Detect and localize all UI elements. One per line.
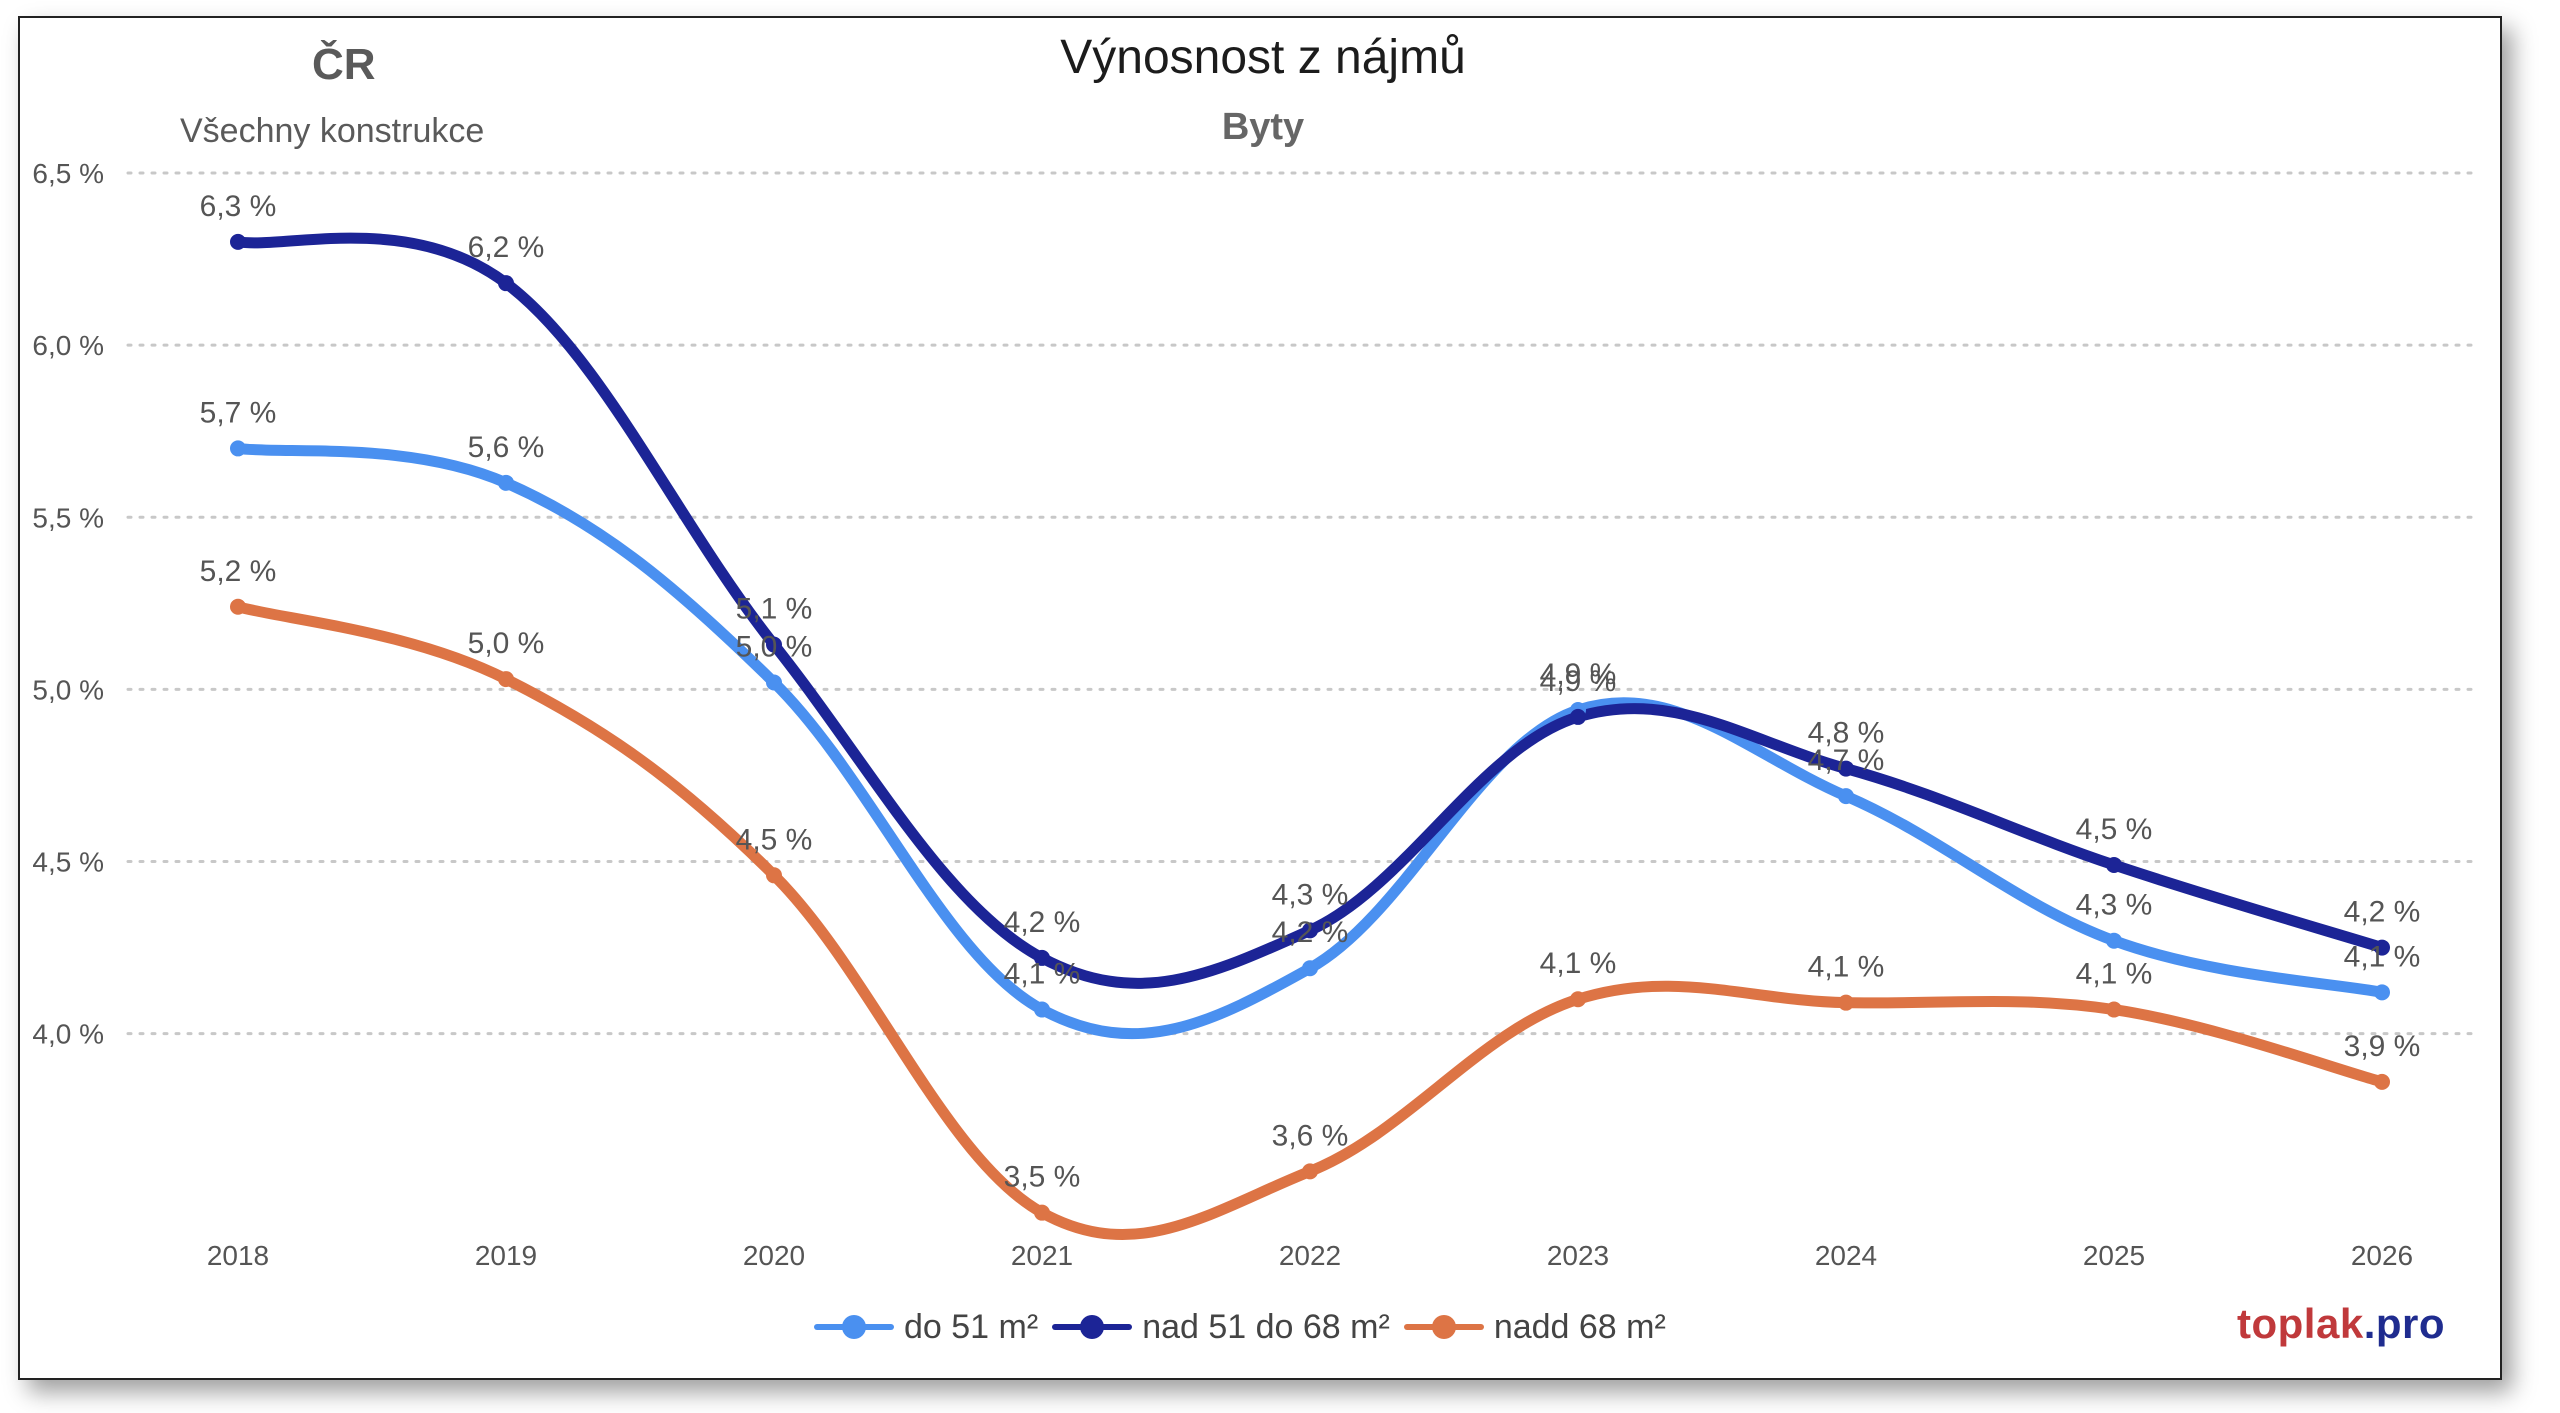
- data-point-series-3: [1570, 991, 1586, 1008]
- data-label-series-3: 3,6 %: [1272, 1119, 1349, 1152]
- data-label-series-2: 4,5 %: [2076, 813, 2153, 846]
- brand-tld: .pro: [2363, 1300, 2446, 1347]
- data-label-series-3: 5,2 %: [200, 555, 277, 588]
- data-point-series-2: [1838, 760, 1854, 777]
- data-point-series-1: [498, 474, 514, 491]
- x-tick-label: 2024: [1815, 1240, 1877, 1271]
- legend-swatch-series-3: [1403, 1305, 1484, 1349]
- data-label-series-1: 5,0 %: [736, 631, 813, 664]
- data-point-series-2: [1034, 949, 1050, 966]
- data-point-series-3: [2106, 1001, 2122, 1018]
- data-label-series-3: 4,1 %: [2076, 958, 2153, 991]
- chart-legend: do 51 m² nad 51 do 68 m² nadd 68 m²: [814, 1305, 1666, 1349]
- data-point-series-1: [230, 440, 246, 457]
- brand-name: toplak: [2237, 1300, 2364, 1347]
- data-label-series-1: 4,9 %: [1540, 658, 1617, 691]
- chart-title: Výnosnost z nájmů: [1060, 31, 1466, 84]
- data-point-series-3: [498, 671, 514, 688]
- chart-subtitle: Byty: [1221, 106, 1305, 148]
- brand-logo[interactable]: toplak.pro: [2237, 1300, 2445, 1348]
- y-axis-ticks: 4,0 % 4,5 % 5,0 % 5,5 % 6,0 % 6,5 %: [32, 158, 104, 1050]
- series-lines: [232, 232, 2388, 1240]
- y-tick-label: 5,0 %: [32, 674, 104, 705]
- data-point-series-3: [766, 867, 782, 884]
- data-label-series-2: 6,2 %: [468, 231, 545, 264]
- data-point-series-2: [1570, 708, 1586, 725]
- data-label-series-1: 4,3 %: [2076, 889, 2153, 922]
- data-point-series-1: [2106, 932, 2122, 949]
- data-point-series-1: [766, 674, 782, 691]
- data-point-series-3: [1302, 1163, 1318, 1180]
- legend-dot-series-2: [1080, 1315, 1105, 1339]
- data-label-series-3: 4,1 %: [1808, 951, 1885, 984]
- region-subtitle: Všechny konstrukce: [180, 112, 485, 150]
- data-label-series-3: 5,0 %: [468, 627, 545, 660]
- data-point-series-2: [766, 636, 782, 653]
- data-label-series-1: 5,7 %: [200, 396, 277, 429]
- data-label-series-3: 3,9 %: [2344, 1030, 2421, 1063]
- data-label-series-1: 4,1 %: [1004, 958, 1081, 991]
- data-label-series-1: 4,1 %: [2344, 940, 2421, 973]
- legend-label-series-3: nadd 68 m²: [1493, 1307, 1666, 1346]
- y-tick-label: 6,0 %: [32, 330, 104, 361]
- data-label-series-3: 4,1 %: [1540, 947, 1617, 980]
- legend-label-series-2: nad 51 do 68 m²: [1142, 1307, 1390, 1346]
- data-point-series-2: [2374, 939, 2390, 956]
- data-point-series-1: [1034, 1001, 1050, 1018]
- data-label-series-2: 4,9 %: [1540, 665, 1617, 698]
- data-point-series-1: [2374, 984, 2390, 1001]
- data-point-series-1: [1838, 788, 1854, 805]
- data-label-series-3: 4,5 %: [736, 823, 813, 856]
- x-tick-label: 2023: [1547, 1240, 1609, 1271]
- x-tick-label: 2019: [475, 1240, 537, 1271]
- legend-swatch-series-1: [814, 1305, 894, 1349]
- data-point-series-3: [2374, 1073, 2390, 1090]
- x-tick-label: 2022: [1279, 1240, 1341, 1271]
- legend-label-series-1: do 51 m²: [904, 1307, 1039, 1346]
- y-tick-label: 5,5 %: [32, 502, 104, 533]
- y-tick-label: 4,5 %: [32, 847, 104, 878]
- data-label-series-2: 4,2 %: [1004, 906, 1081, 939]
- x-tick-label: 2025: [2083, 1240, 2145, 1271]
- legend-item-series-2[interactable]: nad 51 do 68 m²: [1052, 1305, 1390, 1349]
- data-label-series-1: 4,2 %: [1272, 916, 1349, 949]
- data-label-series-2: 4,2 %: [2344, 896, 2421, 929]
- data-label-series-1: 5,6 %: [468, 431, 545, 464]
- x-axis-ticks: 2018 2019 2020 2021 2022 2023 2024 2025 2026: [207, 1240, 2413, 1271]
- data-point-series-2: [498, 275, 514, 292]
- x-tick-label: 2020: [743, 1240, 805, 1271]
- data-label-series-2: 5,1 %: [736, 593, 813, 626]
- legend-swatch-series-2: [1052, 1305, 1133, 1349]
- data-label-series-2: 6,3 %: [200, 190, 277, 223]
- series-line-2: [232, 232, 2388, 989]
- x-tick-label: 2018: [207, 1240, 269, 1271]
- data-point-series-3: [1034, 1204, 1050, 1221]
- data-label-series-1: 4,7 %: [1808, 744, 1885, 777]
- legend-dot-series-3: [1431, 1315, 1456, 1339]
- data-label-series-2: 4,3 %: [1272, 878, 1349, 911]
- data-label-series-3: 3,5 %: [1004, 1161, 1081, 1194]
- legend-item-series-1[interactable]: do 51 m²: [814, 1305, 1038, 1349]
- data-point-series-3: [230, 598, 246, 615]
- x-tick-label: 2021: [1011, 1240, 1073, 1271]
- data-point-series-2: [2106, 856, 2122, 873]
- data-point-series-2: [1302, 922, 1318, 939]
- y-tick-label: 4,0 %: [32, 1019, 104, 1050]
- x-tick-label: 2026: [2351, 1240, 2413, 1271]
- legend-item-series-3[interactable]: nadd 68 m²: [1403, 1305, 1666, 1349]
- legend-dot-series-1: [842, 1315, 866, 1339]
- region-title: ČR: [312, 40, 376, 89]
- y-tick-label: 6,5 %: [32, 158, 104, 189]
- data-point-series-3: [1838, 994, 1854, 1011]
- data-label-series-2: 4,8 %: [1808, 717, 1885, 750]
- data-labels: 5,7 % 5,6 % 5,0 % 4,1 % 4,2 % 4,9 % 4,7 % 4,3 %…: [200, 190, 2421, 1194]
- data-point-series-2: [230, 233, 246, 250]
- data-point-series-1: [1302, 960, 1318, 977]
- data-points: [230, 233, 2390, 1221]
- series-line-3: [232, 601, 2388, 1240]
